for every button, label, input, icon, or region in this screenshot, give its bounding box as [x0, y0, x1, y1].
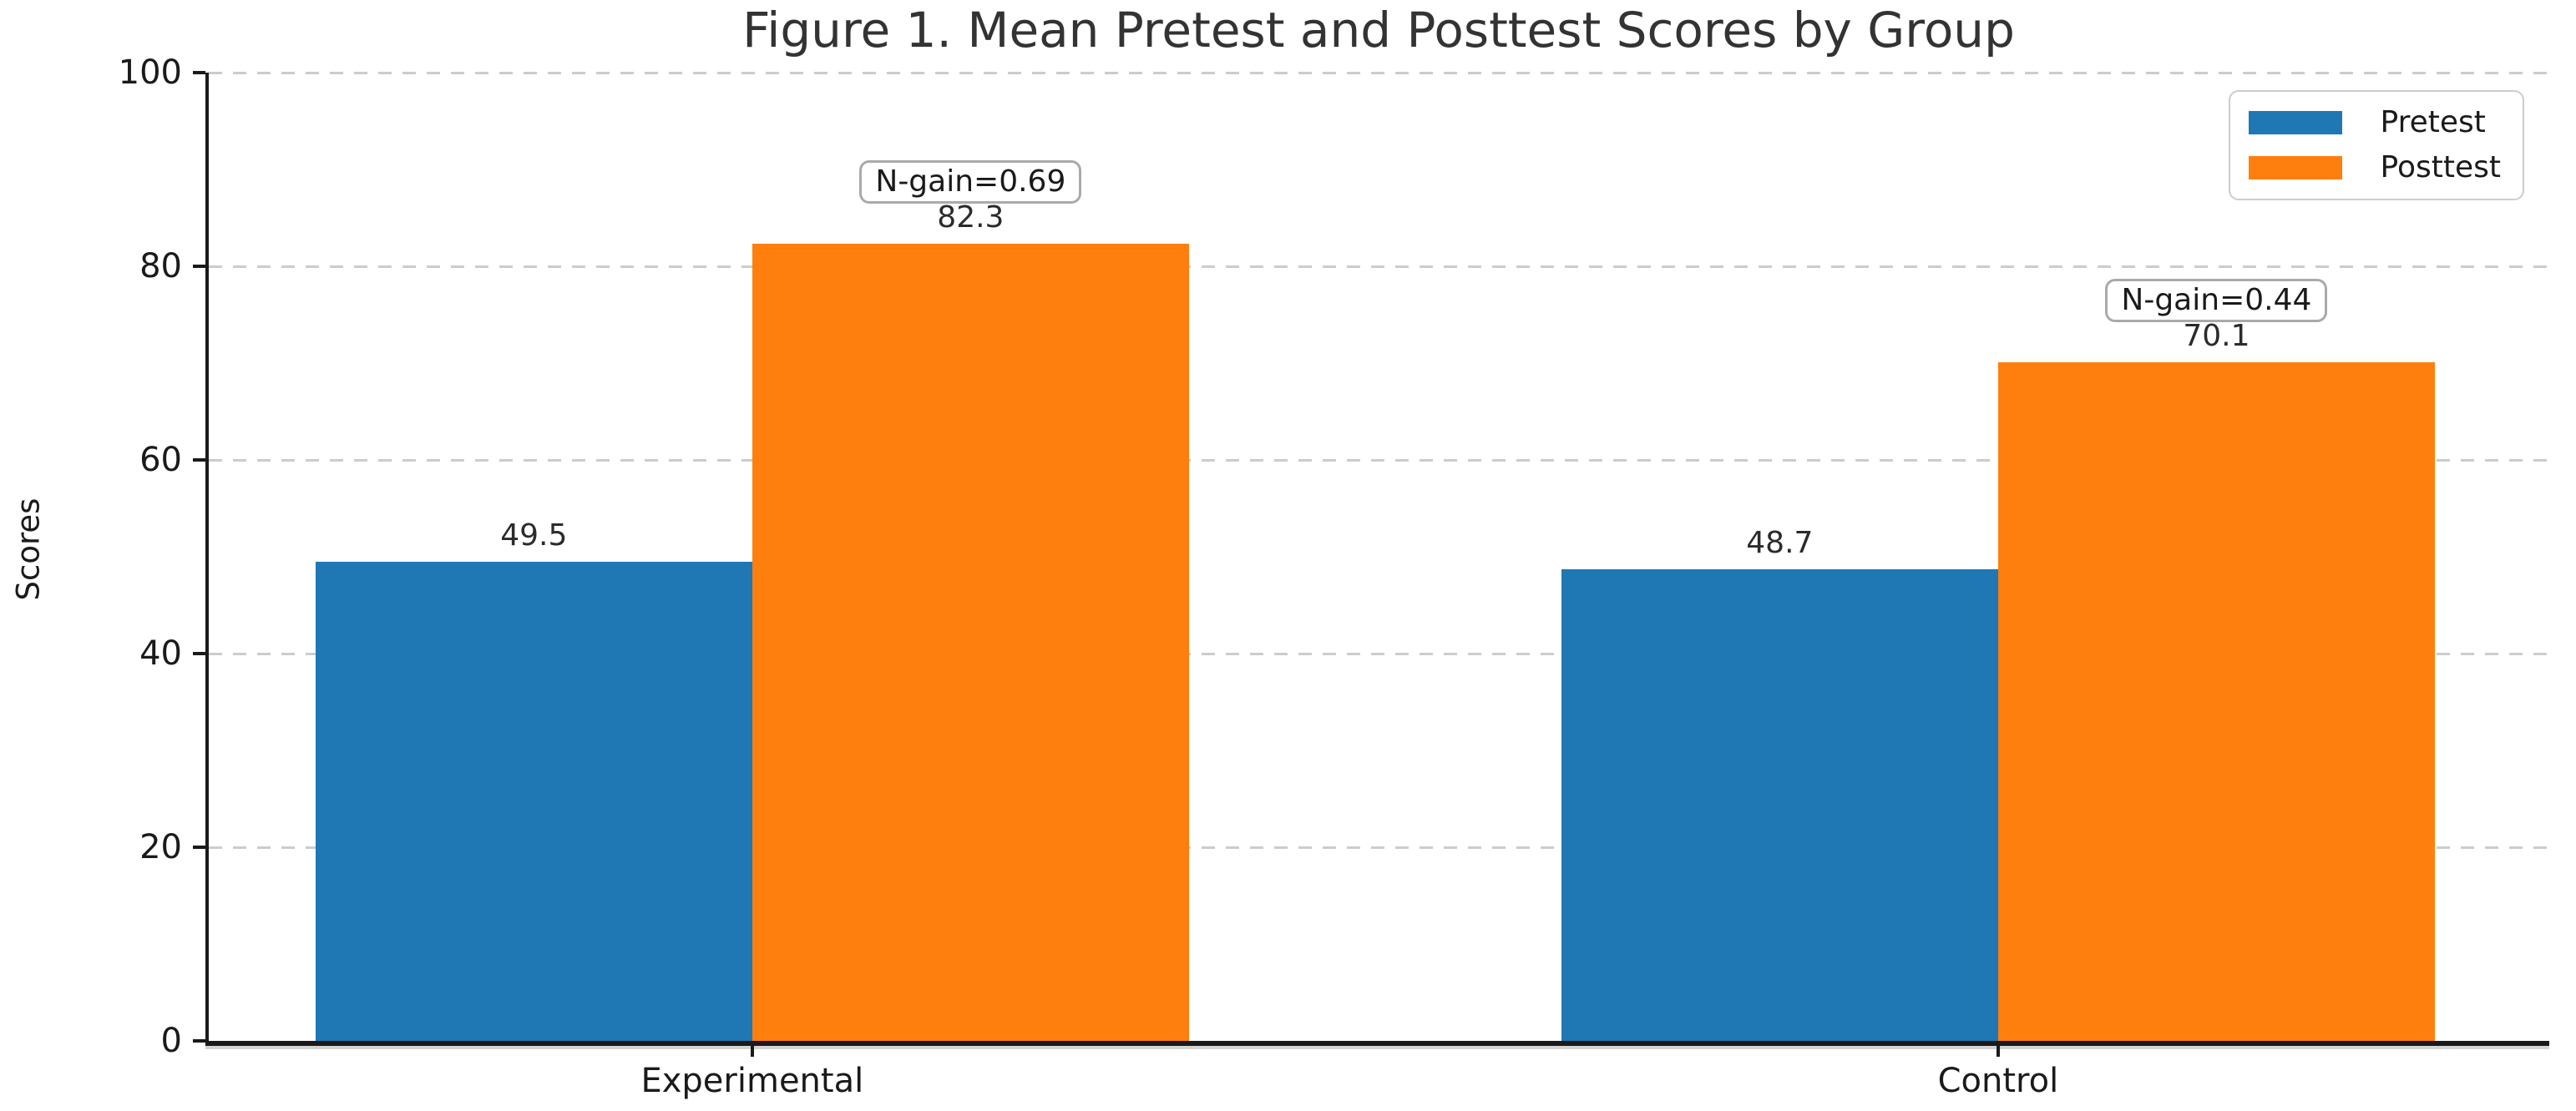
y-tick-mark-20 — [193, 846, 205, 849]
y-tick-mark-100 — [193, 71, 205, 74]
y-tick-label-60: 60 — [139, 441, 182, 479]
y-tick-label-100: 100 — [118, 53, 182, 92]
bar-value-label-pretest-control: 48.7 — [1746, 526, 1814, 561]
x-tick-label-control: Control — [1937, 1062, 2059, 1100]
gridline-y-20 — [209, 846, 2549, 849]
y-axis-label: Scores — [10, 497, 47, 601]
chart-title: Figure 1. Mean Pretest and Posttest Scor… — [742, 2, 2015, 58]
legend-swatch-pretest — [2248, 111, 2342, 134]
y-tick-mark-80 — [193, 265, 205, 268]
gridline-y-80 — [209, 265, 2549, 268]
bar-pretest-experimental — [315, 561, 752, 1041]
plot-area: Pretest Posttest 0 20 40 60 80 100 Experimental… — [119, 56, 2549, 1099]
y-tick-label-0: 0 — [160, 1022, 182, 1060]
bar-pretest-control — [1561, 569, 1998, 1041]
gridline-y-100 — [209, 71, 2549, 74]
y-tick-mark-40 — [193, 652, 205, 655]
legend-label-posttest: Posttest — [2380, 150, 2501, 184]
legend-item-posttest: Posttest — [2248, 150, 2501, 184]
legend-item-pretest: Pretest — [2248, 105, 2501, 139]
x-tick-label-experimental: Experimental — [640, 1062, 864, 1100]
x-tick-mark-control — [1996, 1046, 2000, 1057]
x-tick-mark-experimental — [750, 1046, 754, 1057]
bar-value-label-pretest-experimental: 49.5 — [500, 518, 568, 553]
y-tick-label-40: 40 — [139, 634, 182, 673]
bar-value-label-posttest-experimental: 82.3 — [937, 200, 1005, 235]
legend: Pretest Posttest — [2228, 90, 2524, 200]
gridline-y-60 — [209, 458, 2549, 462]
bar-posttest-control — [1997, 361, 2435, 1041]
n-gain-annotation-control: N-gain=0.44 — [2105, 278, 2328, 322]
y-tick-label-20: 20 — [139, 828, 182, 866]
y-tick-label-80: 80 — [139, 247, 182, 285]
n-gain-annotation-experimental: N-gain=0.69 — [859, 160, 1082, 205]
bar-value-label-posttest-control: 70.1 — [2183, 318, 2250, 353]
y-tick-mark-60 — [193, 458, 205, 462]
x-axis-spine — [205, 1041, 2549, 1046]
gridline-y-40 — [209, 652, 2549, 655]
bar-posttest-experimental — [752, 244, 1189, 1041]
legend-swatch-posttest — [2248, 156, 2342, 179]
y-axis-spine — [205, 73, 209, 1046]
legend-label-pretest: Pretest — [2380, 105, 2486, 139]
y-tick-mark-0 — [193, 1039, 205, 1043]
